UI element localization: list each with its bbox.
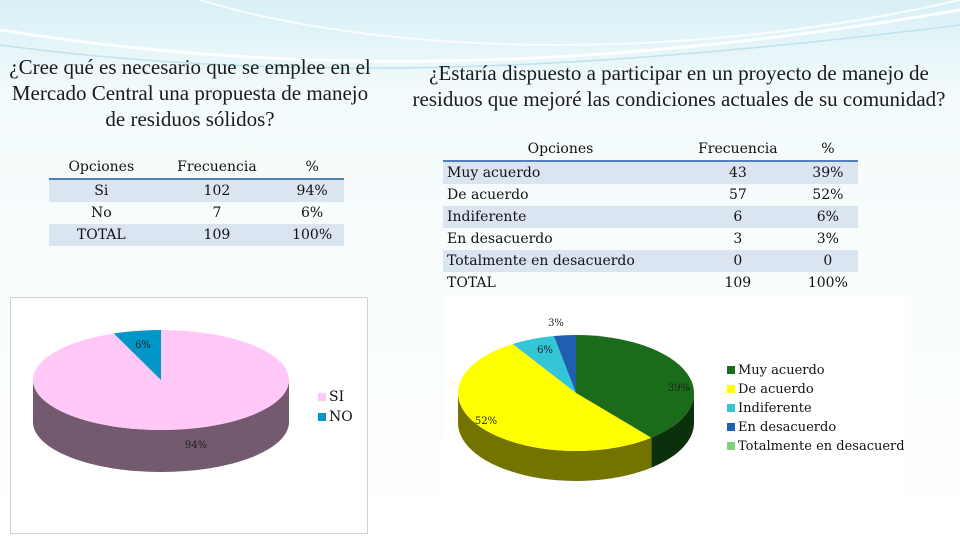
table-header-row: Opciones Frecuencia % — [443, 138, 858, 161]
table-row: De acuerdo 57 52% — [443, 184, 858, 206]
table-row: En desacuerdo 3 3% — [443, 228, 858, 250]
legend-swatch — [318, 413, 326, 421]
table-cell: 6 — [733, 209, 743, 225]
table-cell: Muy acuerdo — [447, 165, 541, 181]
legend-swatch — [727, 366, 735, 374]
left-question-heading: ¿Cree qué es necesario que se emplee en … — [9, 55, 371, 131]
legend-swatch — [727, 385, 735, 393]
table-cell: 7 — [212, 205, 222, 221]
table-header-cell: % — [821, 141, 835, 157]
table-cell: 43 — [728, 165, 747, 181]
table-cell: 0 — [823, 253, 833, 269]
pie-slice — [576, 335, 694, 438]
pie-slice-side — [458, 393, 652, 481]
legend-swatch — [727, 442, 735, 450]
table-cell: Si — [94, 183, 109, 199]
table-cell: 57 — [728, 187, 747, 203]
table-cell: 6% — [816, 209, 839, 225]
left-pie-chart: 94% 6% SI NO — [32, 330, 353, 472]
table-cell: 100% — [292, 227, 333, 243]
legend-swatch — [727, 423, 735, 431]
table-cell: TOTAL — [447, 275, 496, 291]
table-cell: Totalmente en desacuerdo — [447, 253, 635, 269]
table-cell: TOTAL — [76, 227, 126, 243]
table-header-cell: Frecuencia — [177, 159, 257, 175]
pie-data-label: 3% — [548, 318, 564, 329]
legend-label: Muy acuerdo — [738, 363, 825, 378]
table-row: Totalmente en desacuerdo 0 0 — [443, 250, 858, 272]
pie-data-label: 52% — [475, 416, 497, 427]
table-cell: Indiferente — [447, 209, 527, 225]
pie-slice — [512, 336, 576, 393]
table-cell: 6% — [301, 205, 324, 221]
legend-label: Totalmente en desacuerdo — [738, 439, 904, 454]
table-header-cell: Opciones — [68, 159, 135, 175]
table-cell: 52% — [812, 187, 844, 203]
table-cell: No — [90, 205, 112, 221]
table-cell: En desacuerdo — [447, 231, 553, 247]
table-row: Si 102 94% — [49, 179, 344, 202]
pie-slice — [553, 335, 576, 393]
table-cell: 39% — [812, 165, 844, 181]
pie-slice — [32, 330, 289, 430]
legend-swatch — [318, 393, 326, 401]
legend-label: De acuerdo — [738, 382, 814, 397]
pie-data-label: 39% — [668, 383, 690, 394]
pie-data-label: 6% — [135, 340, 151, 351]
legend-label: Indiferente — [738, 401, 812, 416]
legend-label: NO — [329, 409, 353, 425]
table-cell: 102 — [203, 183, 231, 199]
pie-slice — [113, 330, 161, 380]
table-header-cell: % — [305, 159, 319, 175]
table-cell: 109 — [724, 275, 752, 291]
table-cell: 109 — [203, 227, 231, 243]
table-cell: 3% — [816, 231, 839, 247]
left-frequency-table: Opciones Frecuencia % Si 102 94% No 7 6%… — [49, 156, 344, 246]
table-cell: De acuerdo — [447, 187, 529, 203]
pie-slice-side — [651, 393, 694, 468]
table-row: No 7 6% — [49, 202, 344, 224]
pie-slice — [458, 344, 652, 451]
legend-label: SI — [329, 389, 344, 405]
left-pie-chart-panel: 94% 6% SI NO — [10, 297, 368, 534]
table-cell: 94% — [296, 183, 328, 199]
table-row: Muy acuerdo 43 39% — [443, 161, 858, 184]
table-row: TOTAL 109 100% — [49, 224, 344, 246]
pie-data-label: 6% — [537, 345, 553, 356]
right-frequency-table: Opciones Frecuencia % Muy acuerdo 43 39%… — [443, 138, 858, 294]
pie-slice-side — [33, 380, 289, 472]
right-pie-chart-panel: 39% 52% 6% 3% Muy acuerdo De acuerdo Indiferen… — [443, 297, 913, 534]
table-header-row: Opciones Frecuencia % — [49, 156, 344, 179]
pie-data-label: 94% — [185, 440, 207, 451]
table-row: TOTAL 109 100% — [443, 272, 858, 294]
table-cell: 100% — [807, 275, 848, 291]
table-cell: 0 — [733, 253, 743, 269]
right-question-heading: ¿Estaría dispuesto a participar en un pr… — [412, 61, 946, 111]
table-header-cell: Opciones — [527, 141, 594, 157]
table-row: Indiferente 6 6% — [443, 206, 858, 228]
legend-label: En desacuerdo — [738, 420, 836, 435]
legend-swatch — [727, 404, 735, 412]
table-cell: 3 — [733, 231, 743, 247]
right-pie-chart: 39% 52% 6% 3% Muy acuerdo De acuerdo Indiferen… — [458, 318, 913, 481]
table-header-cell: Frecuencia — [698, 141, 778, 157]
